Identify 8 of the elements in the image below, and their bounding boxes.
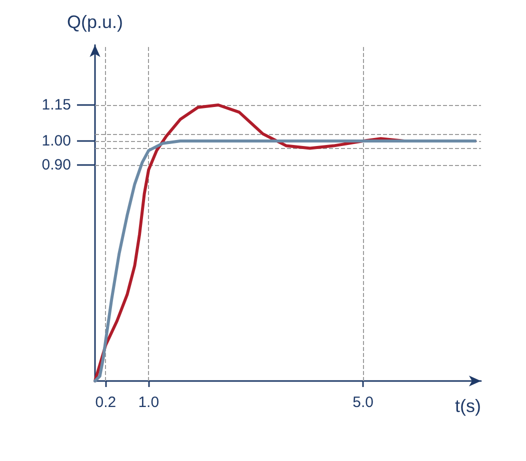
x-tick-label: 1.0 [138,394,160,411]
y-tick-label: 1.15 [42,96,71,114]
y-axis-title: Q(p.u.) [66,12,124,32]
x-tick-label: 5.0 [352,394,374,411]
y-tick-label: 0.90 [42,156,71,174]
y-tick-label: 1.00 [42,132,71,150]
x-tick-label: 0.2 [95,394,116,411]
x-axis-title: t(s) [455,396,481,416]
